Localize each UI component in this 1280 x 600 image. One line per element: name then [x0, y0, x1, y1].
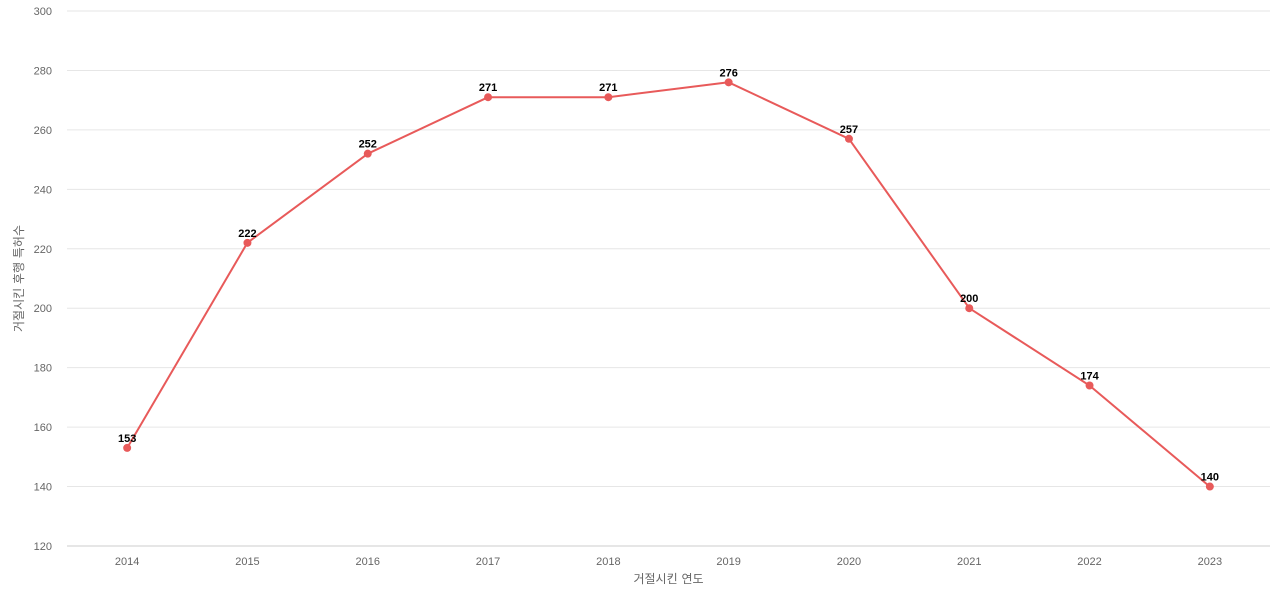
data-point[interactable] — [484, 93, 493, 102]
gridlines — [67, 10, 1270, 488]
data-label: 222 — [238, 228, 256, 240]
data-point[interactable] — [123, 443, 132, 452]
data-label: 153 — [118, 433, 136, 445]
data-label: 252 — [359, 139, 377, 151]
data-label: 271 — [479, 82, 497, 94]
y-tick-label: 280 — [34, 65, 52, 77]
data-label: 276 — [719, 67, 737, 79]
data-point[interactable] — [604, 93, 613, 102]
series-line — [126, 81, 1211, 488]
x-tick-label: 2019 — [716, 556, 740, 568]
y-tick-label: 300 — [34, 6, 52, 18]
y-tick-label: 240 — [34, 184, 52, 196]
x-tick-label: 2017 — [476, 556, 500, 568]
x-tick-label: 2022 — [1077, 556, 1101, 568]
data-point[interactable] — [965, 304, 974, 313]
x-tick-label: 2016 — [356, 556, 380, 568]
y-tick-label: 120 — [34, 541, 52, 553]
data-label: 174 — [1080, 371, 1099, 383]
data-point[interactable] — [243, 238, 252, 247]
x-tick-label: 2023 — [1198, 556, 1222, 568]
x-axis-ticks: 2014 2015 2016 2017 2018 2019 2020 2021 2022 2023 — [115, 556, 1222, 568]
data-label: 271 — [599, 82, 617, 94]
y-tick-label: 260 — [34, 125, 52, 137]
data-point[interactable] — [844, 134, 853, 143]
x-tick-label: 2020 — [837, 556, 861, 568]
data-point[interactable] — [1205, 482, 1214, 491]
x-tick-label: 2021 — [957, 556, 981, 568]
series-group — [123, 78, 1214, 491]
data-point[interactable] — [363, 149, 372, 158]
data-point[interactable] — [1085, 381, 1094, 390]
x-axis-title: 거절시킨 연도 — [633, 572, 703, 586]
data-label: 140 — [1201, 472, 1219, 484]
x-tick-label: 2018 — [596, 556, 620, 568]
data-label: 257 — [840, 124, 858, 136]
x-tick-label: 2014 — [115, 556, 139, 568]
data-point[interactable] — [724, 78, 733, 87]
y-tick-label: 160 — [34, 422, 52, 434]
y-tick-label: 200 — [34, 303, 52, 315]
data-labels: 153 222 252 271 271 276 257 200 174 140 — [118, 67, 1219, 483]
y-tick-label: 220 — [34, 244, 52, 256]
y-tick-label: 180 — [34, 363, 52, 375]
y-tick-label: 140 — [34, 482, 52, 494]
y-axis-title: 거절시킨 후행 특허수 — [11, 225, 26, 332]
y-axis-ticks: 120 140 160 180 200 220 240 260 280 300 — [34, 6, 52, 553]
x-tick-label: 2015 — [235, 556, 259, 568]
data-label: 200 — [960, 293, 978, 305]
